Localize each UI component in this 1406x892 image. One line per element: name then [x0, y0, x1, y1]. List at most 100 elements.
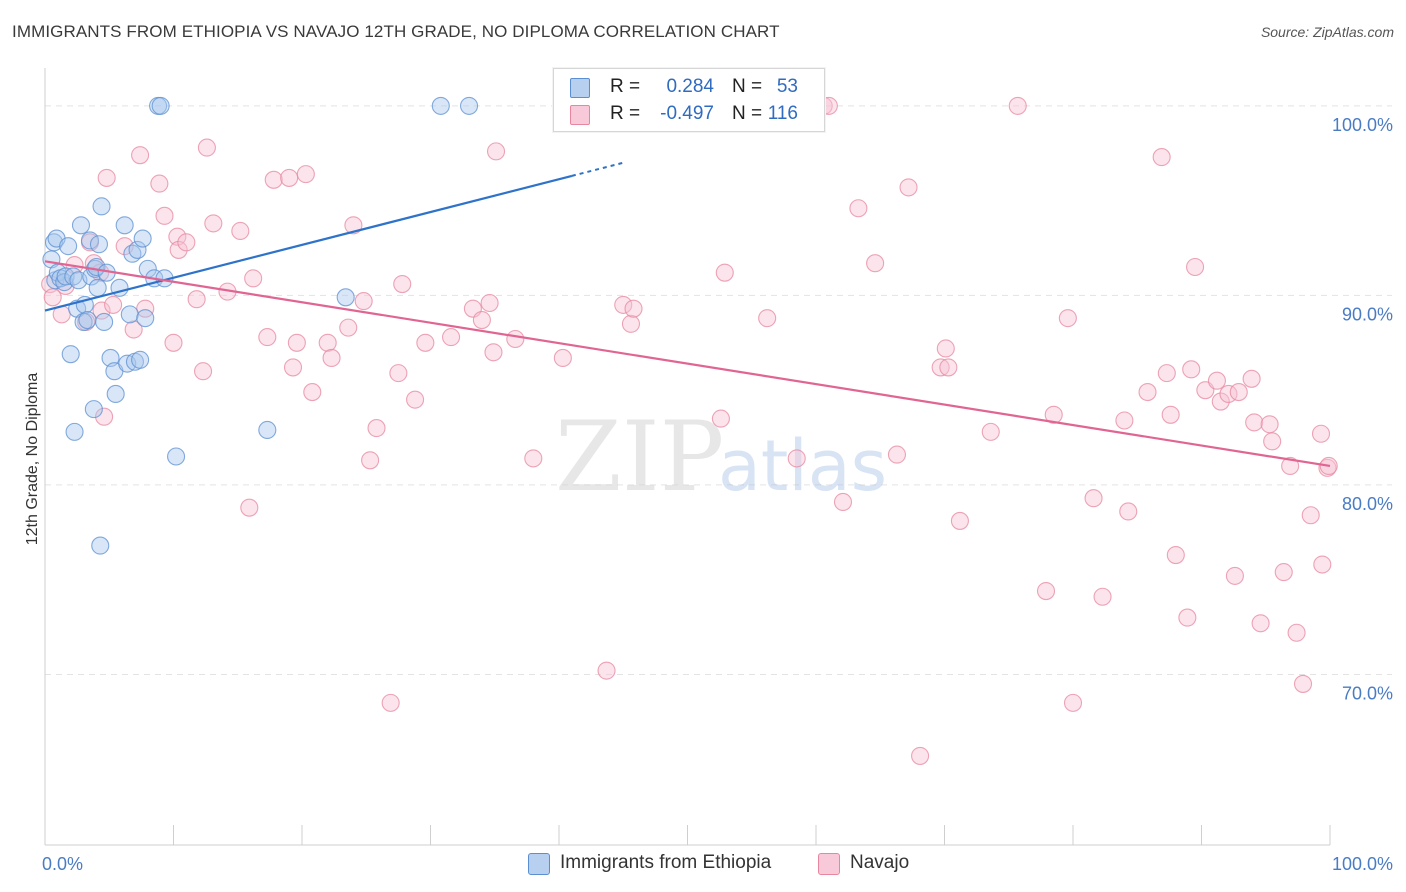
navajo-point[interactable] — [1313, 555, 1332, 574]
navajo-point[interactable] — [833, 492, 853, 512]
navajo-point[interactable] — [1301, 506, 1320, 525]
navajo-point[interactable] — [1245, 413, 1264, 432]
ethiopia-point[interactable] — [65, 422, 84, 441]
navajo-point[interactable] — [1287, 623, 1306, 642]
navajo-point[interactable] — [484, 343, 503, 362]
navajo-point[interactable] — [711, 409, 730, 428]
navajo-point[interactable] — [258, 328, 277, 347]
navajo-point[interactable] — [715, 263, 734, 282]
navajo-point[interactable] — [1242, 369, 1261, 388]
navajo-point[interactable] — [197, 138, 216, 157]
navajo-point[interactable] — [866, 254, 885, 273]
navajo-point[interactable] — [1166, 545, 1185, 565]
navajo-point[interactable] — [240, 498, 259, 517]
navajo-point[interactable] — [614, 295, 633, 314]
navajo-point[interactable] — [950, 511, 969, 530]
navajo-point[interactable] — [1119, 502, 1138, 521]
navajo-point[interactable] — [787, 449, 806, 468]
navajo-point[interactable] — [97, 168, 116, 187]
navajo-point[interactable] — [155, 206, 174, 225]
ethiopia-point[interactable] — [89, 235, 109, 254]
ethiopia-point[interactable] — [258, 420, 277, 440]
navajo-point[interactable] — [1311, 424, 1331, 443]
navajo-point[interactable] — [936, 339, 955, 358]
navajo-point[interactable] — [1115, 411, 1134, 430]
navajo-point[interactable] — [1161, 405, 1180, 424]
navajo-point[interactable] — [553, 348, 572, 368]
ethiopia-point[interactable] — [88, 278, 107, 297]
navajo-point[interactable] — [204, 214, 223, 233]
navajo-point[interactable] — [131, 146, 150, 165]
navajo-point[interactable] — [1281, 456, 1300, 476]
navajo-point[interactable] — [177, 233, 196, 252]
navajo-point[interactable] — [524, 449, 543, 468]
navajo-point[interactable] — [164, 333, 183, 352]
ethiopia-point[interactable] — [431, 96, 450, 115]
navajo-point[interactable] — [939, 358, 958, 377]
navajo-point[interactable] — [296, 165, 315, 184]
navajo-point[interactable] — [442, 328, 461, 347]
ethiopia-point[interactable] — [91, 536, 110, 555]
navajo-point[interactable] — [361, 451, 380, 470]
ethiopia-point[interactable] — [80, 231, 100, 250]
ethiopia-point[interactable] — [59, 237, 78, 256]
ethiopia-point[interactable] — [92, 197, 111, 216]
ethiopia-point[interactable] — [71, 216, 91, 235]
navajo-point[interactable] — [1084, 489, 1103, 508]
navajo-point[interactable] — [244, 269, 263, 288]
navajo-point[interactable] — [1211, 392, 1230, 411]
navajo-point[interactable] — [92, 301, 111, 320]
navajo-point[interactable] — [322, 348, 341, 368]
ethiopia-point[interactable] — [120, 305, 139, 324]
navajo-point[interactable] — [1260, 415, 1279, 434]
navajo-point[interactable] — [1008, 96, 1027, 115]
navajo-point[interactable] — [303, 383, 322, 402]
ethiopia-point[interactable] — [84, 400, 103, 419]
navajo-point[interactable] — [472, 311, 491, 330]
navajo-point[interactable] — [104, 295, 123, 314]
navajo-point[interactable] — [95, 407, 114, 426]
navajo-point[interactable] — [931, 358, 950, 377]
navajo-point[interactable] — [1044, 405, 1063, 424]
ethiopia-point[interactable] — [151, 96, 170, 115]
navajo-point[interactable] — [280, 168, 299, 187]
navajo-point[interactable] — [381, 693, 400, 712]
ethiopia-point[interactable] — [167, 447, 186, 466]
ethiopia-point[interactable] — [55, 273, 74, 292]
ethiopia-point[interactable] — [136, 309, 155, 328]
navajo-point[interactable] — [416, 333, 435, 352]
navajo-point[interactable] — [849, 199, 868, 218]
ethiopia-point[interactable] — [133, 229, 152, 248]
navajo-point[interactable] — [187, 290, 206, 309]
navajo-point[interactable] — [1138, 383, 1157, 402]
navajo-point[interactable] — [480, 293, 499, 313]
ethiopia-point[interactable] — [459, 96, 479, 115]
navajo-point[interactable] — [393, 274, 412, 294]
navajo-point[interactable] — [1063, 693, 1083, 712]
navajo-point[interactable] — [1178, 608, 1197, 627]
navajo-point[interactable] — [264, 170, 283, 189]
navajo-point[interactable] — [194, 362, 213, 381]
navajo-point[interactable] — [1036, 582, 1056, 601]
navajo-point[interactable] — [486, 142, 506, 161]
navajo-point[interactable] — [1263, 432, 1282, 451]
navajo-point[interactable] — [1186, 257, 1205, 277]
navajo-point[interactable] — [124, 320, 143, 339]
ethiopia-point[interactable] — [115, 216, 134, 235]
navajo-point[interactable] — [506, 329, 525, 349]
navajo-point[interactable] — [367, 419, 386, 438]
navajo-point[interactable] — [1093, 587, 1112, 606]
navajo-point[interactable] — [1225, 566, 1244, 585]
navajo-point[interactable] — [354, 292, 373, 311]
navajo-point[interactable] — [624, 299, 643, 318]
navajo-point[interactable] — [231, 221, 250, 241]
navajo-point[interactable] — [150, 174, 169, 193]
navajo-point[interactable] — [981, 422, 1000, 441]
navajo-point[interactable] — [168, 227, 187, 246]
navajo-point[interactable] — [887, 445, 907, 464]
navajo-point[interactable] — [1182, 360, 1201, 379]
navajo-point[interactable] — [1251, 614, 1270, 633]
navajo-point[interactable] — [1207, 371, 1226, 390]
ethiopia-point[interactable] — [128, 240, 147, 259]
navajo-point[interactable] — [597, 661, 616, 680]
